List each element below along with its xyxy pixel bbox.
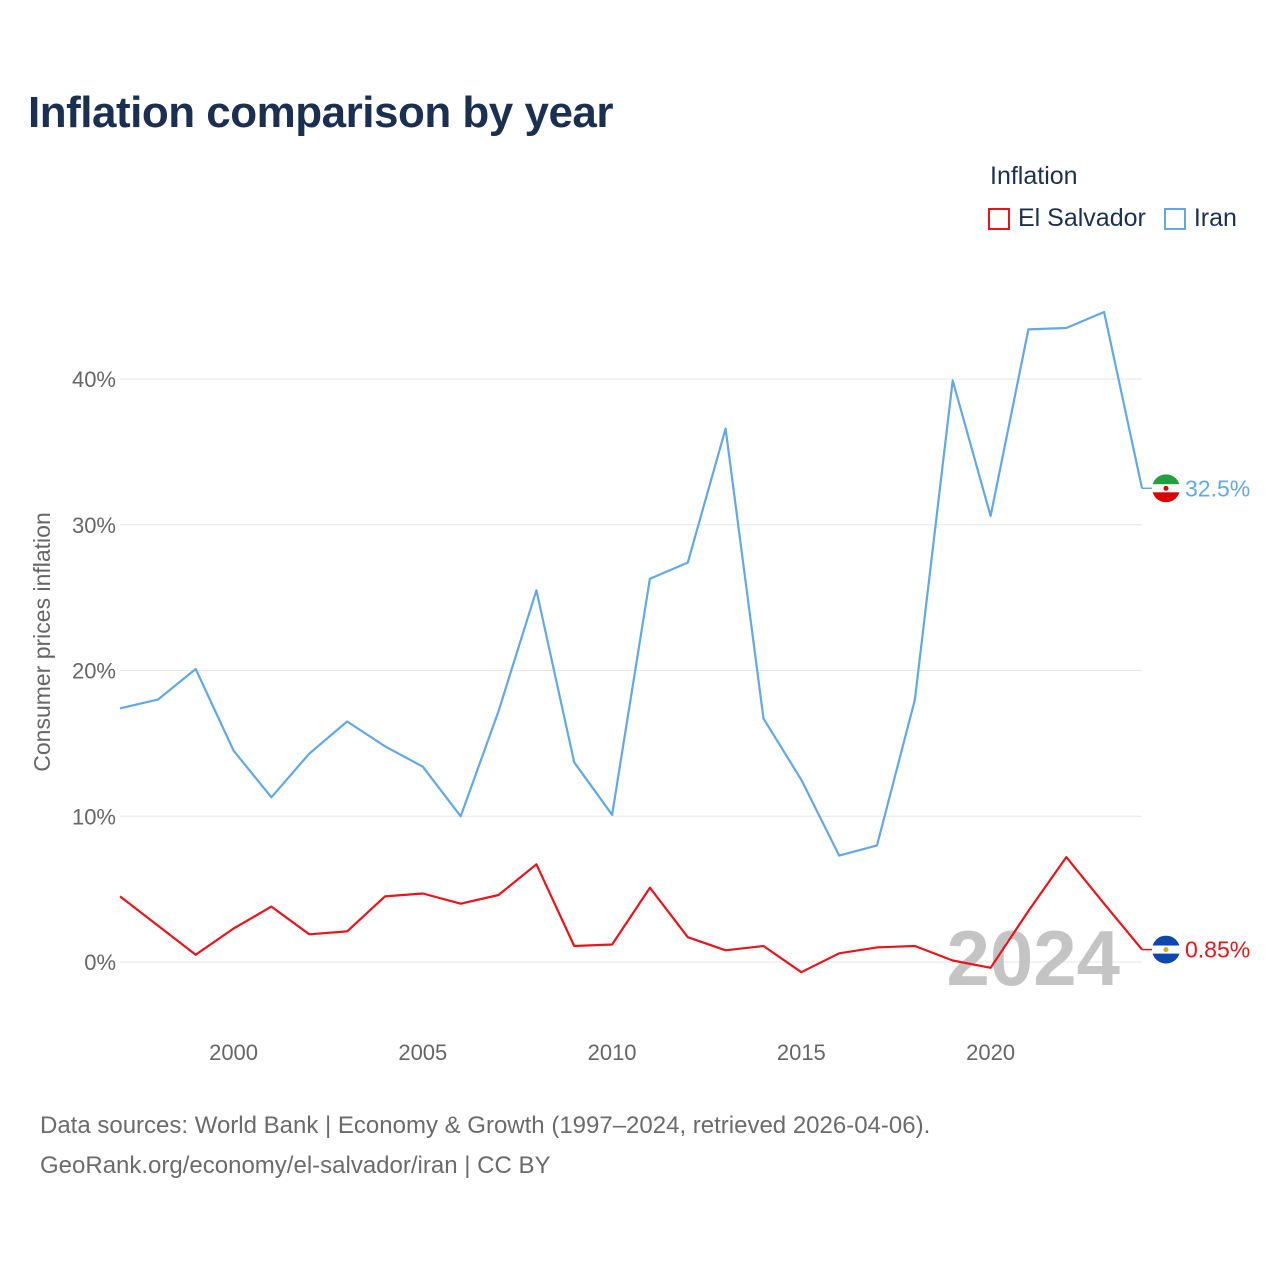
end-value-label-iran: 32.5% [1185, 475, 1250, 501]
y-axis-ticks: 0% 10% 20% 30% 40% [72, 367, 116, 975]
y-tick-label: 10% [72, 804, 116, 829]
series-line-el-salvador [119, 855, 1143, 974]
x-axis-ticks: 2000 2005 2010 2015 2020 [209, 1040, 1015, 1065]
flag-blue-band-bottom [1152, 953, 1180, 964]
x-tick-label: 2015 [777, 1040, 826, 1065]
end-value-label-el-salvador: 0.85% [1185, 937, 1250, 963]
legend-swatch-el-salvador [988, 207, 1010, 230]
footer: Data sources: World Bank | Economy & Gro… [40, 1106, 930, 1186]
line-chart: 0% 10% 20% 30% 40% 2000 2005 2010 2015 2020 Cons… [29, 310, 1250, 1065]
legend-swatch-iran [1163, 207, 1186, 230]
flag-body [1152, 474, 1180, 503]
grid-lines [120, 378, 1142, 963]
y-axis-label: Consumer prices inflation [29, 512, 55, 772]
flag-blue-band-top [1152, 935, 1180, 946]
x-tick-label: 2000 [209, 1040, 258, 1065]
legend-item-el-salvador[interactable]: El Salvador [988, 204, 1146, 233]
series-line-iran [119, 310, 1144, 857]
series-lines [119, 310, 1144, 974]
end-markers: 32.5% 0.85% [1142, 474, 1250, 964]
legend-title: Inflation [990, 162, 1078, 190]
chart-title: Inflation comparison by year [28, 88, 614, 137]
y-tick-label: 30% [72, 513, 116, 538]
flag-body [1152, 935, 1180, 964]
x-tick-label: 2010 [588, 1040, 637, 1065]
flag-emblem [1163, 485, 1169, 491]
el-salvador-flag-icon [1152, 935, 1180, 964]
footer-sources: Data sources: World Bank | Economy & Gro… [40, 1112, 931, 1139]
legend-label-iran: Iran [1193, 204, 1237, 232]
legend-item-iran[interactable]: Iran [1163, 204, 1237, 233]
year-watermark: 2024 [946, 914, 1120, 1002]
y-tick-label: 0% [84, 950, 116, 975]
x-tick-label: 2005 [398, 1040, 447, 1065]
flag-green-band [1152, 474, 1180, 485]
flag-red-band [1152, 492, 1180, 503]
y-tick-label: 40% [72, 367, 116, 392]
iran-flag-icon [1152, 474, 1180, 503]
legend-label-el-salvador: El Salvador [1018, 204, 1146, 232]
legend: El Salvador Iran [988, 204, 1237, 233]
flag-emblem [1163, 947, 1169, 953]
y-tick-label: 20% [72, 659, 116, 684]
footer-link[interactable]: GeoRank.org/economy/el-salvador/iran | C… [40, 1152, 551, 1179]
x-tick-label: 2020 [966, 1040, 1015, 1065]
